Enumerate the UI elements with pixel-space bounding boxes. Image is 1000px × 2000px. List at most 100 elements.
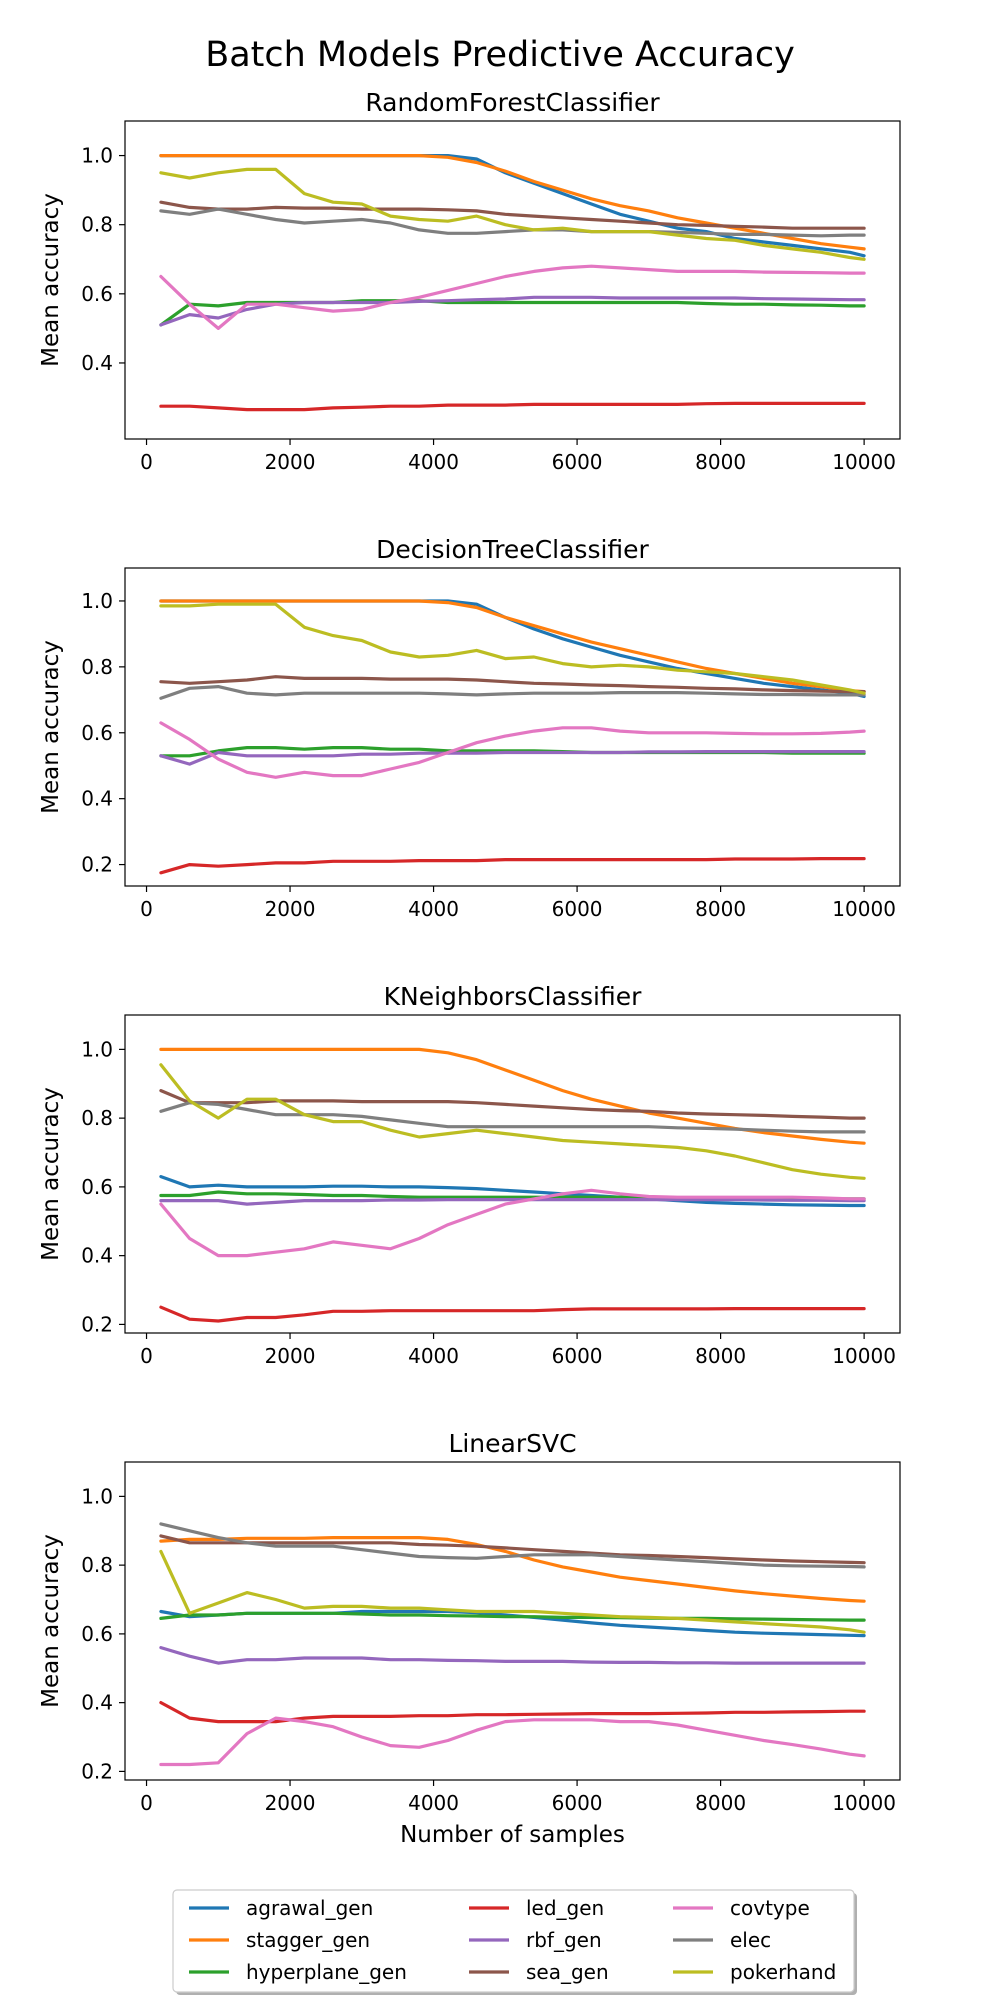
series-line-hyperplane-gen: [159, 1611, 866, 1622]
legend: agrawal_gen stagger_gen hyperplane_gen led_…: [172, 1889, 857, 1995]
panel-randomforestclassifier: RandomForestClassifier Mean accuracy 0 2000…: [38, 88, 901, 474]
x-tick-label: 8000: [695, 897, 746, 921]
x-tick-label: 10000: [832, 1791, 896, 1815]
y-tick-label: 0.4: [81, 1244, 113, 1268]
panel-title-randomforestclassifier: RandomForestClassifier: [365, 88, 660, 117]
x-axis-label: Number of samples: [400, 1822, 625, 1848]
series-lines: [159, 154, 866, 412]
y-tick-label: 0.6: [81, 1175, 113, 1199]
series-line-stagger-gen: [159, 154, 866, 251]
panel-title-linearsvc: LinearSVC: [448, 1429, 576, 1458]
x-tick-label: 10000: [832, 897, 896, 921]
x-tick-label: 0: [140, 450, 153, 474]
series-line-sea-gen: [159, 1534, 866, 1565]
series-line-pokerhand: [159, 602, 866, 695]
x-tick-label: 0: [140, 1791, 153, 1815]
x-tick-label: 4000: [408, 897, 459, 921]
y-tick-label: 0.6: [81, 1622, 113, 1646]
x-tick-label: 2000: [265, 1344, 316, 1368]
legend-label: agrawal_gen: [246, 1896, 373, 1920]
chart-panels: RandomForestClassifier Mean accuracy 0 2000…: [38, 88, 901, 1848]
x-tick-label: 8000: [695, 450, 746, 474]
legend-entry-rbf-gen: rbf_gen: [469, 1928, 602, 1952]
y-tick-label: 1.0: [81, 1484, 113, 1508]
legend-entry-stagger-gen: stagger_gen: [189, 1928, 370, 1952]
y-tick-label: 0.4: [81, 1691, 113, 1715]
legend-entry-pokerhand: pokerhand: [673, 1960, 836, 1984]
series-line-pokerhand: [159, 1063, 866, 1180]
y-tick-label: 0.8: [81, 1553, 113, 1577]
x-tick-label: 0: [140, 897, 153, 921]
series-line-elec: [159, 1101, 866, 1134]
panel-decisiontreeclassifier: DecisionTreeClassifier Mean accuracy 0 2000…: [38, 535, 901, 921]
x-tick-label: 4000: [408, 450, 459, 474]
y-tick-label: 0.6: [81, 282, 113, 306]
series-line-covtype: [159, 1716, 866, 1767]
panel-title-kneighborsclassifier: KNeighborsClassifier: [384, 982, 642, 1011]
legend-label: sea_gen: [526, 1960, 609, 1984]
legend-entry-covtype: covtype: [673, 1896, 810, 1920]
series-line-pokerhand: [159, 167, 866, 261]
series-line-stagger-gen: [159, 1047, 866, 1145]
y-axis-label: Mean accuracy: [38, 193, 64, 367]
series-line-led-gen: [159, 856, 866, 875]
legend-entry-sea-gen: sea_gen: [469, 1960, 609, 1984]
series-lines: [159, 599, 866, 875]
legend-label: covtype: [730, 1896, 810, 1920]
y-tick-label: 0.8: [81, 655, 113, 679]
y-tick-label: 0.4: [81, 787, 113, 811]
panel-title-decisiontreeclassifier: DecisionTreeClassifier: [376, 535, 649, 564]
y-tick-label: 1.0: [81, 589, 113, 613]
plot-frame: [124, 1461, 901, 1781]
x-tick-label: 10000: [832, 1344, 896, 1368]
legend-label: stagger_gen: [246, 1928, 370, 1952]
x-tick-label: 10000: [832, 450, 896, 474]
panel-kneighborsclassifier: KNeighborsClassifier Mean accuracy 0 2000 40…: [38, 982, 901, 1368]
legend-entry-agrawal-gen: agrawal_gen: [189, 1896, 373, 1920]
x-tick-label: 6000: [552, 897, 603, 921]
series-line-covtype: [159, 721, 866, 779]
series-lines: [159, 1522, 866, 1767]
y-tick-label: 0.2: [81, 1759, 113, 1783]
x-tick-label: 4000: [408, 1344, 459, 1368]
series-line-pokerhand: [159, 1549, 866, 1634]
series-line-covtype: [159, 1188, 866, 1258]
series-lines: [159, 1047, 866, 1323]
series-line-sea-gen: [159, 200, 866, 230]
legend-label: hyperplane_gen: [246, 1960, 407, 1984]
y-tick-label: 1.0: [81, 1037, 113, 1061]
x-tick-label: 2000: [265, 897, 316, 921]
x-tick-label: 8000: [695, 1791, 746, 1815]
x-tick-label: 6000: [552, 1344, 603, 1368]
legend-entry-led-gen: led_gen: [469, 1896, 604, 1920]
series-line-led-gen: [159, 401, 866, 412]
legend-box: [172, 1889, 855, 1993]
series-line-led-gen: [159, 1305, 866, 1323]
plot-frame: [124, 120, 901, 440]
legend-entry-elec: elec: [673, 1928, 771, 1952]
x-tick-label: 4000: [408, 1791, 459, 1815]
x-tick-label: 8000: [695, 1344, 746, 1368]
series-line-rbf-gen: [159, 1197, 866, 1206]
x-tick-label: 6000: [552, 450, 603, 474]
y-tick-label: 1.0: [81, 144, 113, 168]
plot-frame: [124, 1014, 901, 1334]
x-tick-label: 0: [140, 1344, 153, 1368]
x-tick-label: 6000: [552, 1791, 603, 1815]
legend-label: rbf_gen: [526, 1928, 602, 1952]
figure-title: Batch Models Predictive Accuracy: [205, 35, 795, 75]
y-tick-label: 0.2: [81, 853, 113, 877]
series-line-elec: [159, 207, 866, 238]
legend-label: pokerhand: [730, 1960, 836, 1984]
series-line-elec: [159, 1522, 866, 1569]
y-tick-label: 0.6: [81, 721, 113, 745]
y-axis-label: Mean accuracy: [38, 640, 64, 814]
series-line-sea-gen: [159, 675, 866, 694]
y-tick-label: 0.4: [81, 351, 113, 375]
series-line-rbf-gen: [159, 749, 866, 766]
legend-entry-hyperplane-gen: hyperplane_gen: [189, 1960, 407, 1984]
series-line-agrawal-gen: [159, 1174, 866, 1208]
legend-label: led_gen: [526, 1896, 604, 1920]
y-tick-label: 0.8: [81, 1106, 113, 1130]
